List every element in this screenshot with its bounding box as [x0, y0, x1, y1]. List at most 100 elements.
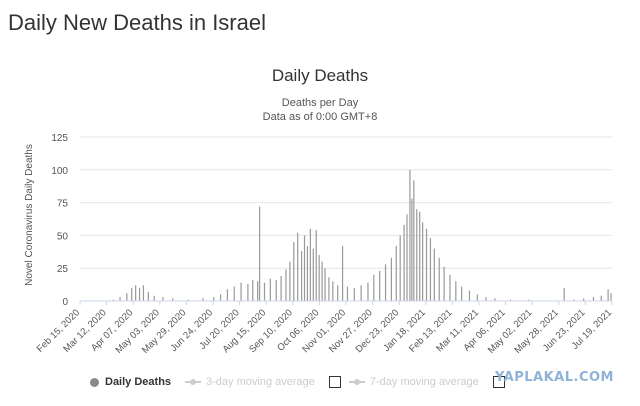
legend-label-3day-average: 3-day moving average: [206, 376, 315, 388]
bar[interactable]: [592, 297, 595, 301]
bar[interactable]: [257, 281, 259, 301]
bar[interactable]: [485, 297, 487, 301]
bar[interactable]: [247, 283, 249, 301]
bar[interactable]: [573, 299, 575, 301]
bar[interactable]: [411, 198, 413, 301]
bar[interactable]: [583, 298, 585, 301]
bar[interactable]: [468, 290, 471, 301]
y-tick-label: 100: [51, 166, 68, 177]
bar[interactable]: [409, 169, 411, 301]
bar[interactable]: [300, 251, 303, 301]
bar[interactable]: [367, 282, 369, 301]
bar[interactable]: [353, 287, 355, 301]
legend-item-daily-deaths[interactable]: Daily Deaths: [90, 376, 171, 388]
y-tick-label: 50: [57, 231, 69, 242]
bar[interactable]: [172, 298, 174, 301]
y-tick-label: 25: [57, 264, 69, 275]
bar[interactable]: [422, 222, 424, 301]
checkbox-7day-average[interactable]: [492, 376, 505, 388]
bar[interactable]: [443, 266, 445, 301]
bar[interactable]: [403, 224, 405, 301]
bar[interactable]: [455, 281, 457, 301]
bar[interactable]: [135, 285, 137, 301]
bar[interactable]: [318, 255, 320, 301]
bar[interactable]: [269, 278, 271, 301]
bar[interactable]: [324, 268, 326, 301]
bar[interactable]: [607, 289, 609, 301]
bar[interactable]: [289, 261, 291, 301]
bar[interactable]: [293, 241, 295, 301]
bar[interactable]: [416, 209, 418, 301]
bar[interactable]: [187, 299, 189, 301]
bar-layer: [112, 169, 612, 301]
bar[interactable]: [126, 293, 128, 301]
bar[interactable]: [563, 287, 565, 301]
bar[interactable]: [315, 230, 317, 301]
bar[interactable]: [259, 206, 261, 301]
legend-label-7day-average: 7-day moving average: [369, 376, 479, 388]
bar[interactable]: [528, 299, 530, 301]
bar[interactable]: [346, 286, 349, 301]
bar[interactable]: [390, 257, 392, 301]
bar[interactable]: [312, 248, 314, 301]
bar[interactable]: [226, 289, 228, 301]
bar[interactable]: [384, 264, 387, 301]
bar[interactable]: [461, 286, 463, 301]
bar[interactable]: [240, 282, 242, 301]
bar[interactable]: [280, 276, 282, 301]
bar[interactable]: [147, 291, 149, 301]
bar[interactable]: [449, 274, 451, 301]
checkbox-3day-average[interactable]: [328, 376, 341, 388]
bar[interactable]: [600, 295, 602, 301]
bar[interactable]: [119, 297, 121, 301]
bar[interactable]: [297, 232, 299, 301]
bar[interactable]: [399, 235, 401, 301]
y-tick-label: 125: [51, 133, 68, 144]
page-title: Daily New Deaths in Israel: [8, 10, 266, 35]
bar[interactable]: [306, 245, 309, 301]
legend-item-3day-average[interactable]: 3-day moving average: [185, 376, 315, 388]
chart-subtitle-line-2: Data as of 0:00 GMT+8: [262, 111, 378, 123]
bar[interactable]: [309, 228, 311, 301]
bar[interactable]: [321, 261, 323, 301]
bar[interactable]: [153, 295, 155, 301]
bar[interactable]: [213, 297, 215, 301]
bar[interactable]: [233, 286, 235, 301]
bar[interactable]: [406, 214, 408, 301]
bar[interactable]: [413, 180, 415, 301]
bar[interactable]: [263, 282, 266, 301]
bar[interactable]: [112, 299, 114, 301]
bar[interactable]: [328, 277, 330, 301]
bar[interactable]: [202, 298, 204, 301]
bar[interactable]: [303, 235, 306, 301]
bar[interactable]: [341, 245, 344, 301]
bar[interactable]: [433, 248, 435, 301]
chart-title: Daily Deaths: [271, 66, 369, 85]
bar[interactable]: [425, 228, 428, 301]
bar[interactable]: [337, 285, 339, 301]
bar[interactable]: [285, 269, 287, 301]
bar[interactable]: [395, 245, 397, 301]
bar[interactable]: [476, 294, 478, 301]
bar[interactable]: [494, 298, 496, 301]
bar[interactable]: [438, 257, 440, 301]
bar[interactable]: [419, 211, 421, 301]
bar[interactable]: [219, 294, 222, 301]
bar[interactable]: [360, 285, 362, 301]
bar[interactable]: [162, 297, 164, 301]
bar[interactable]: [509, 299, 512, 301]
legend-label-daily-deaths: Daily Deaths: [105, 376, 172, 388]
bar[interactable]: [131, 287, 133, 301]
bar[interactable]: [379, 270, 381, 301]
bar[interactable]: [373, 274, 375, 301]
legend-item-7day-average[interactable]: 7-day moving average: [348, 376, 479, 388]
bar[interactable]: [142, 285, 145, 301]
bar[interactable]: [429, 238, 432, 301]
bar[interactable]: [610, 293, 612, 301]
bar[interactable]: [138, 287, 141, 301]
bar[interactable]: [275, 280, 277, 301]
bar[interactable]: [252, 280, 254, 301]
bar[interactable]: [332, 281, 334, 301]
